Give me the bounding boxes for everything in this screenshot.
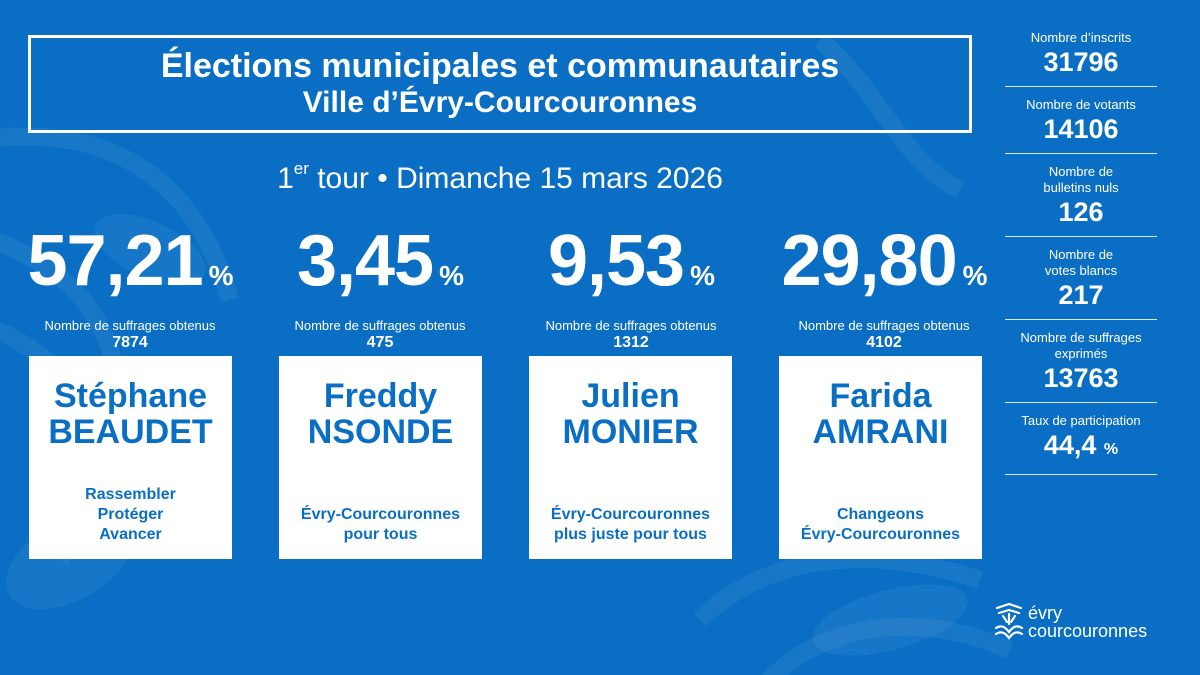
candidate-percent: 3,45%: [296, 221, 464, 301]
page-subtitle-city: Ville d’Évry-Courcouronnes: [302, 86, 698, 119]
stat-value: 217: [1058, 280, 1104, 310]
round-date: tour • Dimanche 15 mars 2026: [308, 162, 723, 195]
votes-value: 7874: [112, 334, 148, 351]
page-title: Élections municipales et communautaires: [160, 47, 840, 85]
stat-label: Nombre de bulletins nuls: [1043, 164, 1119, 195]
stat-label: Nombre de votants: [1026, 97, 1136, 112]
candidate-last-name: NSONDE: [307, 413, 454, 451]
votes-value: 475: [366, 334, 394, 351]
candidate-percent: 57,21%: [27, 221, 233, 301]
votes-label: Nombre de suffrages obtenus: [44, 318, 216, 333]
candidate-card-beaudet: Stéphane BEAUDET Rassembler Protéger Ava…: [29, 356, 232, 559]
stat-value: 14106: [1043, 114, 1119, 144]
stat-label: Taux de participation: [1021, 413, 1141, 428]
stat-value: 13763: [1043, 363, 1119, 393]
stat-label: Nombre de votes blancs: [1044, 247, 1118, 278]
stat-expressed-votes: Nombre de suffrages exprimés 13763: [1005, 330, 1157, 403]
candidate-slogan: Évry-Courcouronnes plus juste pour tous: [550, 506, 711, 543]
candidate-result-monier: 9,53% Nombre de suffrages obtenus 1312: [526, 222, 736, 352]
candidate-last-name: BEAUDET: [48, 413, 213, 451]
candidate-result-beaudet: 57,21% Nombre de suffrages obtenus 7874: [25, 222, 235, 352]
stat-turnout: Taux de participation 44,4 %: [1005, 413, 1157, 475]
stat-voters: Nombre de votants 14106: [1005, 97, 1157, 154]
candidate-first-name: Farida: [829, 377, 932, 415]
candidate-result-nsonde: 3,45% Nombre de suffrages obtenus 475: [275, 222, 485, 352]
stat-value: 44,4 %: [1043, 430, 1119, 460]
stat-blank-votes: Nombre de votes blancs 217: [1005, 247, 1157, 320]
candidate-card-amrani: Farida AMRANI Changeons Évry-Courcouronn…: [779, 356, 982, 559]
candidate-first-name: Freddy: [323, 377, 438, 415]
candidate-slogan: Rassembler Protéger Avancer: [85, 486, 176, 543]
stat-registered: Nombre d’inscrits 31796: [1005, 30, 1157, 87]
candidate-slogan: Évry-Courcouronnes pour tous: [300, 506, 461, 543]
candidate-percent: 9,53%: [547, 221, 715, 301]
votes-label: Nombre de suffrages obtenus: [294, 318, 466, 333]
election-round-date: 1er tour • Dimanche 15 mars 2026: [150, 152, 850, 199]
candidate-slogan: Changeons Évry-Courcouronnes: [800, 506, 961, 543]
candidate-last-name: MONIER: [562, 413, 699, 451]
evry-tree-logo-icon: [994, 602, 1024, 640]
votes-value: 4102: [866, 334, 902, 351]
evry-courcouronnes-logo: évry courcouronnes: [994, 602, 1147, 642]
candidate-percent: 29,80%: [781, 221, 987, 301]
round-number: 1: [277, 162, 294, 195]
stat-value: 126: [1058, 197, 1104, 227]
logo-text: évry courcouronnes: [1028, 603, 1148, 641]
candidate-result-amrani: 29,80% Nombre de suffrages obtenus 4102: [779, 222, 989, 352]
votes-value: 1312: [613, 334, 649, 351]
title-box: Élections municipales et communautaires …: [28, 35, 972, 133]
stats-column: Nombre d’inscrits 31796 Nombre de votant…: [1005, 30, 1157, 485]
candidate-last-name: AMRANI: [812, 413, 949, 451]
votes-label: Nombre de suffrages obtenus: [545, 318, 717, 333]
stat-label: Nombre de suffrages exprimés: [1020, 330, 1142, 361]
stat-null-ballots: Nombre de bulletins nuls 126: [1005, 164, 1157, 237]
candidate-first-name: Stéphane: [53, 377, 208, 415]
stat-label: Nombre d’inscrits: [1030, 30, 1132, 45]
round-suffix: er: [293, 159, 309, 178]
votes-label: Nombre de suffrages obtenus: [798, 318, 970, 333]
stat-value: 31796: [1043, 47, 1119, 77]
candidate-first-name: Julien: [581, 377, 680, 415]
candidate-card-nsonde: Freddy NSONDE Évry-Courcouronnes pour to…: [279, 356, 482, 559]
candidate-card-monier: Julien MONIER Évry-Courcouronnes plus ju…: [529, 356, 732, 559]
